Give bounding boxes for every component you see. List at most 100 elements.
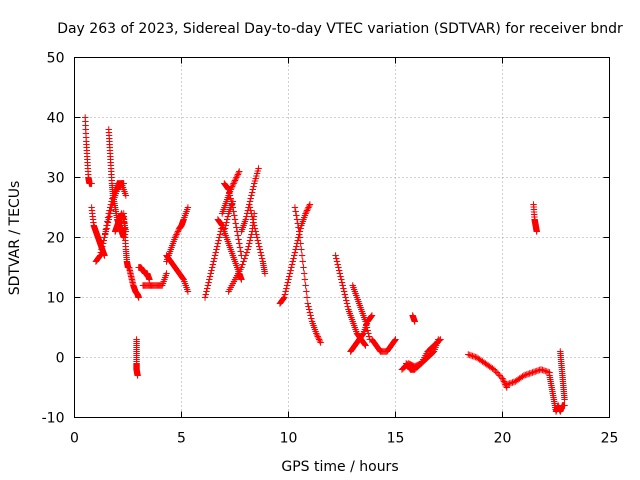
- data-point: [298, 246, 305, 253]
- data-point: [245, 243, 252, 250]
- data-series-arc: [163, 204, 192, 265]
- data-point: [229, 198, 237, 205]
- data-point: [203, 288, 210, 295]
- data-series-arc: [291, 204, 324, 346]
- data-point: [533, 228, 540, 235]
- data-point: [249, 216, 257, 223]
- data-point: [255, 240, 262, 247]
- data-point: [285, 276, 292, 283]
- data-series-arc: [546, 372, 568, 415]
- data-point: [243, 213, 250, 220]
- data-point: [300, 270, 308, 277]
- data-point: [205, 279, 212, 286]
- data-point: [316, 337, 324, 345]
- data-point: [313, 331, 321, 339]
- data-point: [299, 258, 306, 265]
- data-point: [231, 212, 238, 219]
- data-point: [171, 234, 179, 241]
- data-point: [251, 222, 258, 229]
- x-tick-label: 15: [387, 431, 405, 447]
- x-tick-label: 10: [280, 431, 298, 447]
- data-point: [236, 168, 243, 175]
- data-point: [293, 243, 300, 250]
- data-point: [302, 282, 309, 289]
- y-tick-label: 30: [47, 171, 65, 187]
- data-point: [306, 201, 314, 208]
- data-point: [436, 337, 443, 344]
- data-point: [249, 186, 257, 193]
- data-point: [300, 264, 307, 271]
- data-point: [248, 192, 255, 199]
- data-point: [307, 312, 314, 319]
- data-series-arc: [82, 114, 95, 187]
- data-point: [97, 249, 105, 256]
- data-point: [106, 207, 113, 214]
- data-point: [248, 210, 255, 217]
- y-tick-label: 20: [47, 231, 65, 247]
- data-point: [302, 210, 309, 217]
- data-point: [344, 303, 351, 310]
- data-point: [174, 228, 182, 235]
- data-point: [232, 175, 239, 183]
- data-point: [163, 270, 170, 277]
- data-point: [336, 270, 344, 277]
- data-point: [212, 249, 219, 256]
- chart-title: Day 263 of 2023, Sidereal Day-to-day VTE…: [57, 21, 623, 37]
- data-point: [216, 234, 223, 241]
- data-point: [301, 276, 309, 283]
- data-point: [173, 231, 180, 238]
- y-tick-label: 50: [47, 51, 65, 67]
- data-point: [246, 204, 254, 211]
- data-point: [236, 244, 244, 251]
- data-point: [343, 297, 350, 304]
- data-point: [206, 276, 213, 283]
- data-point: [101, 234, 108, 241]
- data-series-arc: [139, 270, 170, 289]
- data-point: [335, 267, 343, 274]
- data-point: [239, 261, 246, 268]
- data-point: [495, 370, 502, 378]
- data-point: [338, 276, 345, 283]
- data-point: [255, 165, 262, 172]
- data-point: [246, 198, 254, 205]
- data-point: [313, 330, 320, 337]
- data-point: [258, 255, 266, 262]
- data-point: [134, 372, 141, 379]
- data-point: [253, 231, 260, 238]
- data-point: [104, 218, 111, 225]
- data-point: [210, 258, 217, 265]
- data-point: [104, 214, 112, 221]
- data-point: [88, 180, 95, 187]
- data-point: [101, 230, 109, 237]
- data-point: [303, 208, 310, 216]
- data-point: [248, 189, 256, 196]
- plot-frame: [74, 57, 610, 418]
- data-series-arc: [246, 204, 269, 277]
- data-point: [314, 333, 321, 340]
- data-point: [493, 369, 500, 376]
- data-point: [232, 220, 239, 227]
- data-point: [203, 285, 211, 292]
- data-point: [286, 270, 294, 277]
- data-point: [234, 171, 242, 178]
- data-point: [218, 221, 225, 228]
- data-point: [243, 249, 250, 256]
- axis-ticks: 0 5 10 15 20 25 -10 0 10 20 30 40 50: [42, 51, 619, 447]
- data-series-arc: [135, 264, 153, 283]
- data-point: [361, 341, 369, 348]
- data-point: [500, 378, 508, 385]
- data-point: [280, 295, 287, 302]
- data-point: [335, 264, 342, 271]
- y-axis-label: SDTVAR / TECUs: [7, 181, 23, 296]
- data-point: [293, 216, 301, 223]
- data-point: [342, 294, 349, 301]
- data-series-arc: [120, 210, 133, 271]
- data-point: [261, 270, 269, 277]
- data-point: [103, 222, 110, 229]
- data-point: [135, 294, 142, 301]
- data-point: [340, 285, 347, 292]
- data-point: [201, 294, 209, 301]
- data-point: [281, 291, 289, 298]
- data-point: [257, 249, 264, 256]
- data-point: [289, 258, 296, 265]
